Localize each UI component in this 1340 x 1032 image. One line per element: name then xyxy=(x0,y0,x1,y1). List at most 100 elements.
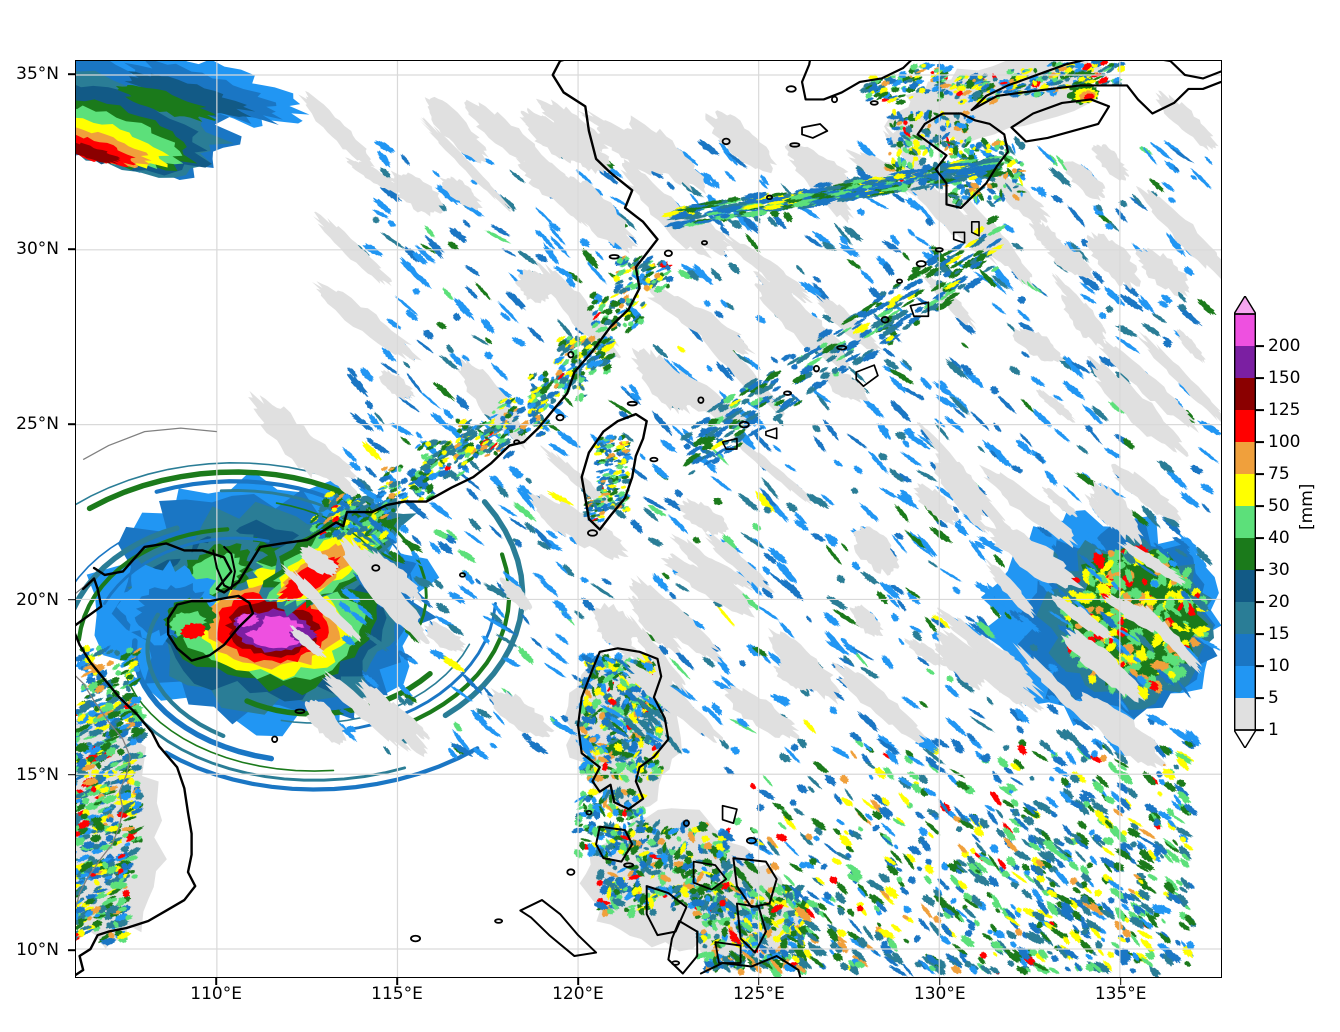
precip-contour xyxy=(400,436,411,446)
precip-contour xyxy=(894,503,910,524)
precip-contour xyxy=(1129,892,1142,903)
precip-contour xyxy=(873,949,879,956)
precip-contour xyxy=(835,574,846,584)
precip-contour xyxy=(116,747,126,757)
precip-contour xyxy=(488,524,504,540)
precip-contour xyxy=(94,913,101,918)
precip-contour xyxy=(114,669,122,677)
precip-contour xyxy=(1017,295,1026,305)
precip-contour xyxy=(775,918,785,925)
precip-contour xyxy=(918,700,929,709)
precip-contour xyxy=(1151,903,1166,915)
precip-contour xyxy=(1018,738,1027,748)
precip-contour xyxy=(559,377,569,385)
precip-contour xyxy=(881,835,895,847)
precip-contour xyxy=(985,558,1037,619)
precip-contour xyxy=(763,552,778,565)
precip-contour xyxy=(1055,662,1073,681)
precip-contour xyxy=(1009,762,1021,772)
precip-contour xyxy=(913,235,931,247)
precip-contour xyxy=(872,824,880,832)
precip-contour xyxy=(1176,779,1187,788)
precip-contour xyxy=(1171,814,1186,824)
precip-contour xyxy=(608,738,620,745)
precip-contour xyxy=(627,904,637,909)
precip-contour xyxy=(831,857,843,866)
precip-contour xyxy=(1046,889,1059,899)
precip-contour xyxy=(1044,849,1055,865)
precip-contour xyxy=(92,888,109,894)
precip-contour xyxy=(1051,544,1069,563)
precip-contour xyxy=(1036,525,1054,539)
precip-contour xyxy=(759,886,766,894)
precip-contour xyxy=(110,821,120,827)
precip-contour xyxy=(463,464,469,470)
precip-contour xyxy=(338,708,356,720)
precip-contour xyxy=(1090,405,1110,422)
precip-contour xyxy=(791,954,801,964)
precip-contour xyxy=(616,257,624,265)
precip-contour xyxy=(1051,842,1068,856)
precip-contour xyxy=(997,755,1009,769)
precip-contour xyxy=(927,955,939,965)
precip-contour xyxy=(897,776,915,788)
precip-contour xyxy=(1191,739,1200,747)
precip-contour xyxy=(879,581,901,601)
precip-contour xyxy=(1054,581,1076,601)
precip-contour xyxy=(769,693,791,707)
precip-contour xyxy=(1110,790,1122,803)
precip-contour xyxy=(359,516,370,523)
precip-contour xyxy=(597,869,605,875)
precip-contour xyxy=(702,943,708,949)
precip-contour xyxy=(1193,635,1221,652)
precip-contour xyxy=(784,463,797,472)
precip-contour xyxy=(630,320,639,330)
precip-contour xyxy=(463,445,475,454)
precip-contour xyxy=(1041,889,1051,897)
precip-contour xyxy=(684,877,694,885)
precip-contour xyxy=(719,828,736,843)
precip-contour xyxy=(499,311,512,322)
precip-contour xyxy=(652,834,661,843)
precip-contour xyxy=(948,356,963,370)
precip-contour xyxy=(721,533,738,551)
precip-contour xyxy=(710,178,720,189)
precip-contour xyxy=(500,442,506,447)
precip-contour xyxy=(997,395,1017,415)
map-plot-area[interactable] xyxy=(75,60,1222,978)
precip-contour xyxy=(1174,826,1194,838)
precip-contour xyxy=(179,622,206,640)
precip-contour xyxy=(466,455,476,463)
precip-contour xyxy=(1060,900,1074,915)
precip-contour xyxy=(76,792,84,799)
precip-contour xyxy=(565,365,578,372)
precip-contour xyxy=(565,276,576,289)
precip-contour xyxy=(635,755,643,768)
precip-contour xyxy=(862,924,875,942)
precip-contour xyxy=(86,741,93,746)
precip-contour xyxy=(591,299,599,305)
precip-contour xyxy=(737,968,746,976)
precip-contour xyxy=(1008,365,1021,376)
precip-contour xyxy=(955,826,963,833)
precip-contour xyxy=(411,535,422,546)
precip-contour xyxy=(1121,841,1134,852)
precip-contour xyxy=(76,765,81,772)
precip-contour xyxy=(1112,808,1124,817)
precip-contour xyxy=(976,619,997,640)
precip-contour xyxy=(880,654,894,670)
precip-contour xyxy=(807,785,815,794)
precip-contour xyxy=(979,464,1079,549)
precip-contour xyxy=(793,511,808,526)
precip-contour xyxy=(880,822,896,837)
precip-contour xyxy=(502,433,509,437)
precip-contour xyxy=(564,136,612,174)
precip-contour xyxy=(598,691,606,697)
precip-contour xyxy=(592,602,638,651)
precip-contour xyxy=(584,689,593,699)
precip-contour xyxy=(423,620,467,653)
precip-contour xyxy=(798,281,824,297)
precip-contour xyxy=(526,402,537,410)
precip-contour xyxy=(1166,470,1189,490)
precip-contour xyxy=(1155,667,1175,687)
